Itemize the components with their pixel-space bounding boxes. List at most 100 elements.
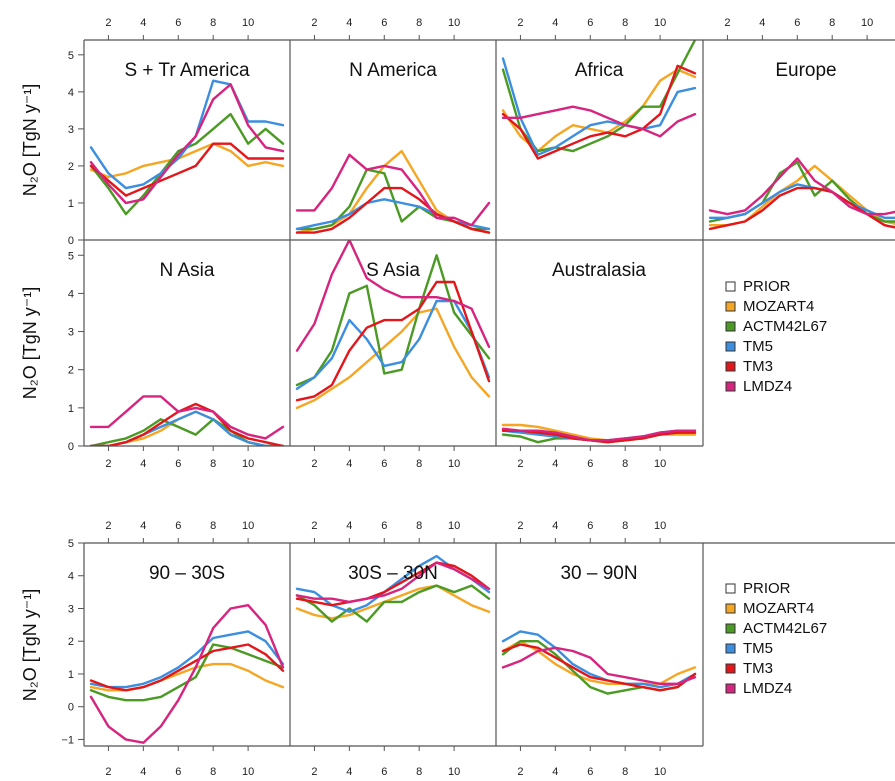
x-tick-label: 2 <box>105 17 111 29</box>
x-tick-label: 10 <box>242 458 254 470</box>
y-tick-label: 5 <box>68 50 74 62</box>
series-line-mozart4 <box>295 307 491 410</box>
series-line-tm5 <box>501 57 697 157</box>
panel-title: S Asia <box>366 260 420 281</box>
panel-lines <box>501 630 697 695</box>
y-tick-label: 2 <box>68 365 74 377</box>
x-tick-label: 2 <box>724 17 730 29</box>
panel-lines <box>89 604 285 744</box>
y-axis-label: N₂O [TgN y⁻¹] <box>20 589 40 702</box>
y-tick-label: 5 <box>68 538 74 550</box>
x-tick-label: 4 <box>552 17 558 29</box>
legend-label: TM3 <box>743 660 773 677</box>
series-line-tm3 <box>295 186 491 234</box>
x-tick-label: 10 <box>242 17 254 29</box>
panel-title: Australasia <box>552 260 646 281</box>
panel-lines <box>501 40 697 160</box>
x-tick-label: 2 <box>311 520 317 532</box>
x-tick-label: 6 <box>587 520 593 532</box>
legend: PRIOR MOZART4 ACTM42L67 TM5 TM3 LMDZ4 <box>725 580 827 697</box>
legend-swatch-tm5 <box>725 341 736 352</box>
panel-lines <box>708 157 895 231</box>
x-ticks: 2 4 6 8 10 2 4 6 8 10 2 4 6 8 10 2 4 6 8 10 2 4 6 8 10 2 4 6 8 10 2 4 6 8… <box>105 17 873 778</box>
legend-swatch-tm3 <box>725 663 736 674</box>
series-line-tm3 <box>708 186 895 231</box>
x-tick-label: 2 <box>311 766 317 778</box>
panel-3: Africa <box>501 40 697 160</box>
legend-label: MOZART4 <box>743 298 814 315</box>
panel-title: Africa <box>575 60 624 81</box>
legend-label: ACTM42L67 <box>743 318 827 335</box>
legend-swatch-prior <box>725 583 736 594</box>
series-line-tm3 <box>501 643 697 692</box>
x-tick-label: 8 <box>416 766 422 778</box>
x-tick-label: 10 <box>448 520 460 532</box>
series-line-tm3 <box>295 561 491 607</box>
series-line-tm3 <box>89 142 285 197</box>
panel-lines <box>295 554 491 623</box>
panel-10: 30 – 90N <box>501 563 697 695</box>
x-tick-label: 2 <box>105 458 111 470</box>
x-tick-label: 8 <box>210 766 216 778</box>
legend-label: PRIOR <box>743 580 791 597</box>
panel-2: N America <box>295 60 491 234</box>
x-tick-label: 6 <box>175 766 181 778</box>
x-tick-label: 6 <box>175 17 181 29</box>
y-axis-label: N₂O [TgN y⁻¹] <box>20 84 40 197</box>
y-tick-label: 5 <box>68 250 74 262</box>
series-line-actm42l67 <box>295 254 491 387</box>
y-ticks: 0 1 2 3 4 5 0 1 2 3 4 5 −1 0 1 2 3 4 5 <box>61 50 84 746</box>
x-tick-label: 4 <box>346 520 352 532</box>
figure-root: S + Tr America N America Africa Europe N Asi… <box>20 17 895 778</box>
legend-label: TM5 <box>743 640 773 657</box>
series-line-mozart4 <box>89 142 285 179</box>
x-tick-label: 6 <box>587 766 593 778</box>
series-line-lmdz4 <box>708 157 895 216</box>
legend-swatch-mozart4 <box>725 301 736 312</box>
x-tick-label: 8 <box>622 17 628 29</box>
y-tick-label: 3 <box>68 124 74 136</box>
series-line-tm5 <box>295 299 491 390</box>
series-line-lmdz4 <box>89 83 285 205</box>
series-line-lmdz4 <box>501 427 697 442</box>
series-line-tm5 <box>89 79 285 190</box>
series-line-tm3 <box>501 64 697 160</box>
series-line-actm42l67 <box>89 643 285 702</box>
series-line-lmdz4 <box>89 604 285 744</box>
x-tick-label: 10 <box>242 766 254 778</box>
panel-7: Australasia <box>501 260 697 444</box>
series-line-mozart4 <box>501 640 697 685</box>
x-tick-label: 8 <box>622 766 628 778</box>
series-line-lmdz4 <box>295 240 491 352</box>
legend-label: TM5 <box>743 338 773 355</box>
y-tick-label: 1 <box>68 403 74 415</box>
legend-swatch-lmdz4 <box>725 683 736 694</box>
x-tick-label: 4 <box>552 458 558 470</box>
x-tick-label: 4 <box>759 17 765 29</box>
y-tick-label: 3 <box>68 327 74 339</box>
y-tick-label: −1 <box>61 734 74 746</box>
x-tick-label: 6 <box>381 766 387 778</box>
x-tick-label: 2 <box>105 766 111 778</box>
legend-label: LMDZ4 <box>743 378 792 395</box>
y-tick-label: 0 <box>68 702 74 714</box>
series-line-lmdz4 <box>295 561 491 604</box>
x-tick-label: 2 <box>105 520 111 532</box>
y-tick-label: 1 <box>68 198 74 210</box>
legend-label: TM3 <box>743 358 773 375</box>
x-tick-label: 2 <box>311 17 317 29</box>
legend-label: MOZART4 <box>743 600 814 617</box>
x-tick-label: 4 <box>346 458 352 470</box>
series-line-tm5 <box>501 630 697 689</box>
x-tick-label: 6 <box>587 17 593 29</box>
panel-lines <box>501 423 697 444</box>
series-line-tm3 <box>89 643 285 692</box>
x-tick-label: 6 <box>587 458 593 470</box>
legend-label: PRIOR <box>743 278 791 295</box>
y-tick-label: 0 <box>68 235 74 247</box>
series-line-tm3 <box>89 402 285 446</box>
x-tick-label: 10 <box>654 17 666 29</box>
legend-swatch-actm42l67 <box>725 623 736 634</box>
x-tick-label: 10 <box>861 17 873 29</box>
